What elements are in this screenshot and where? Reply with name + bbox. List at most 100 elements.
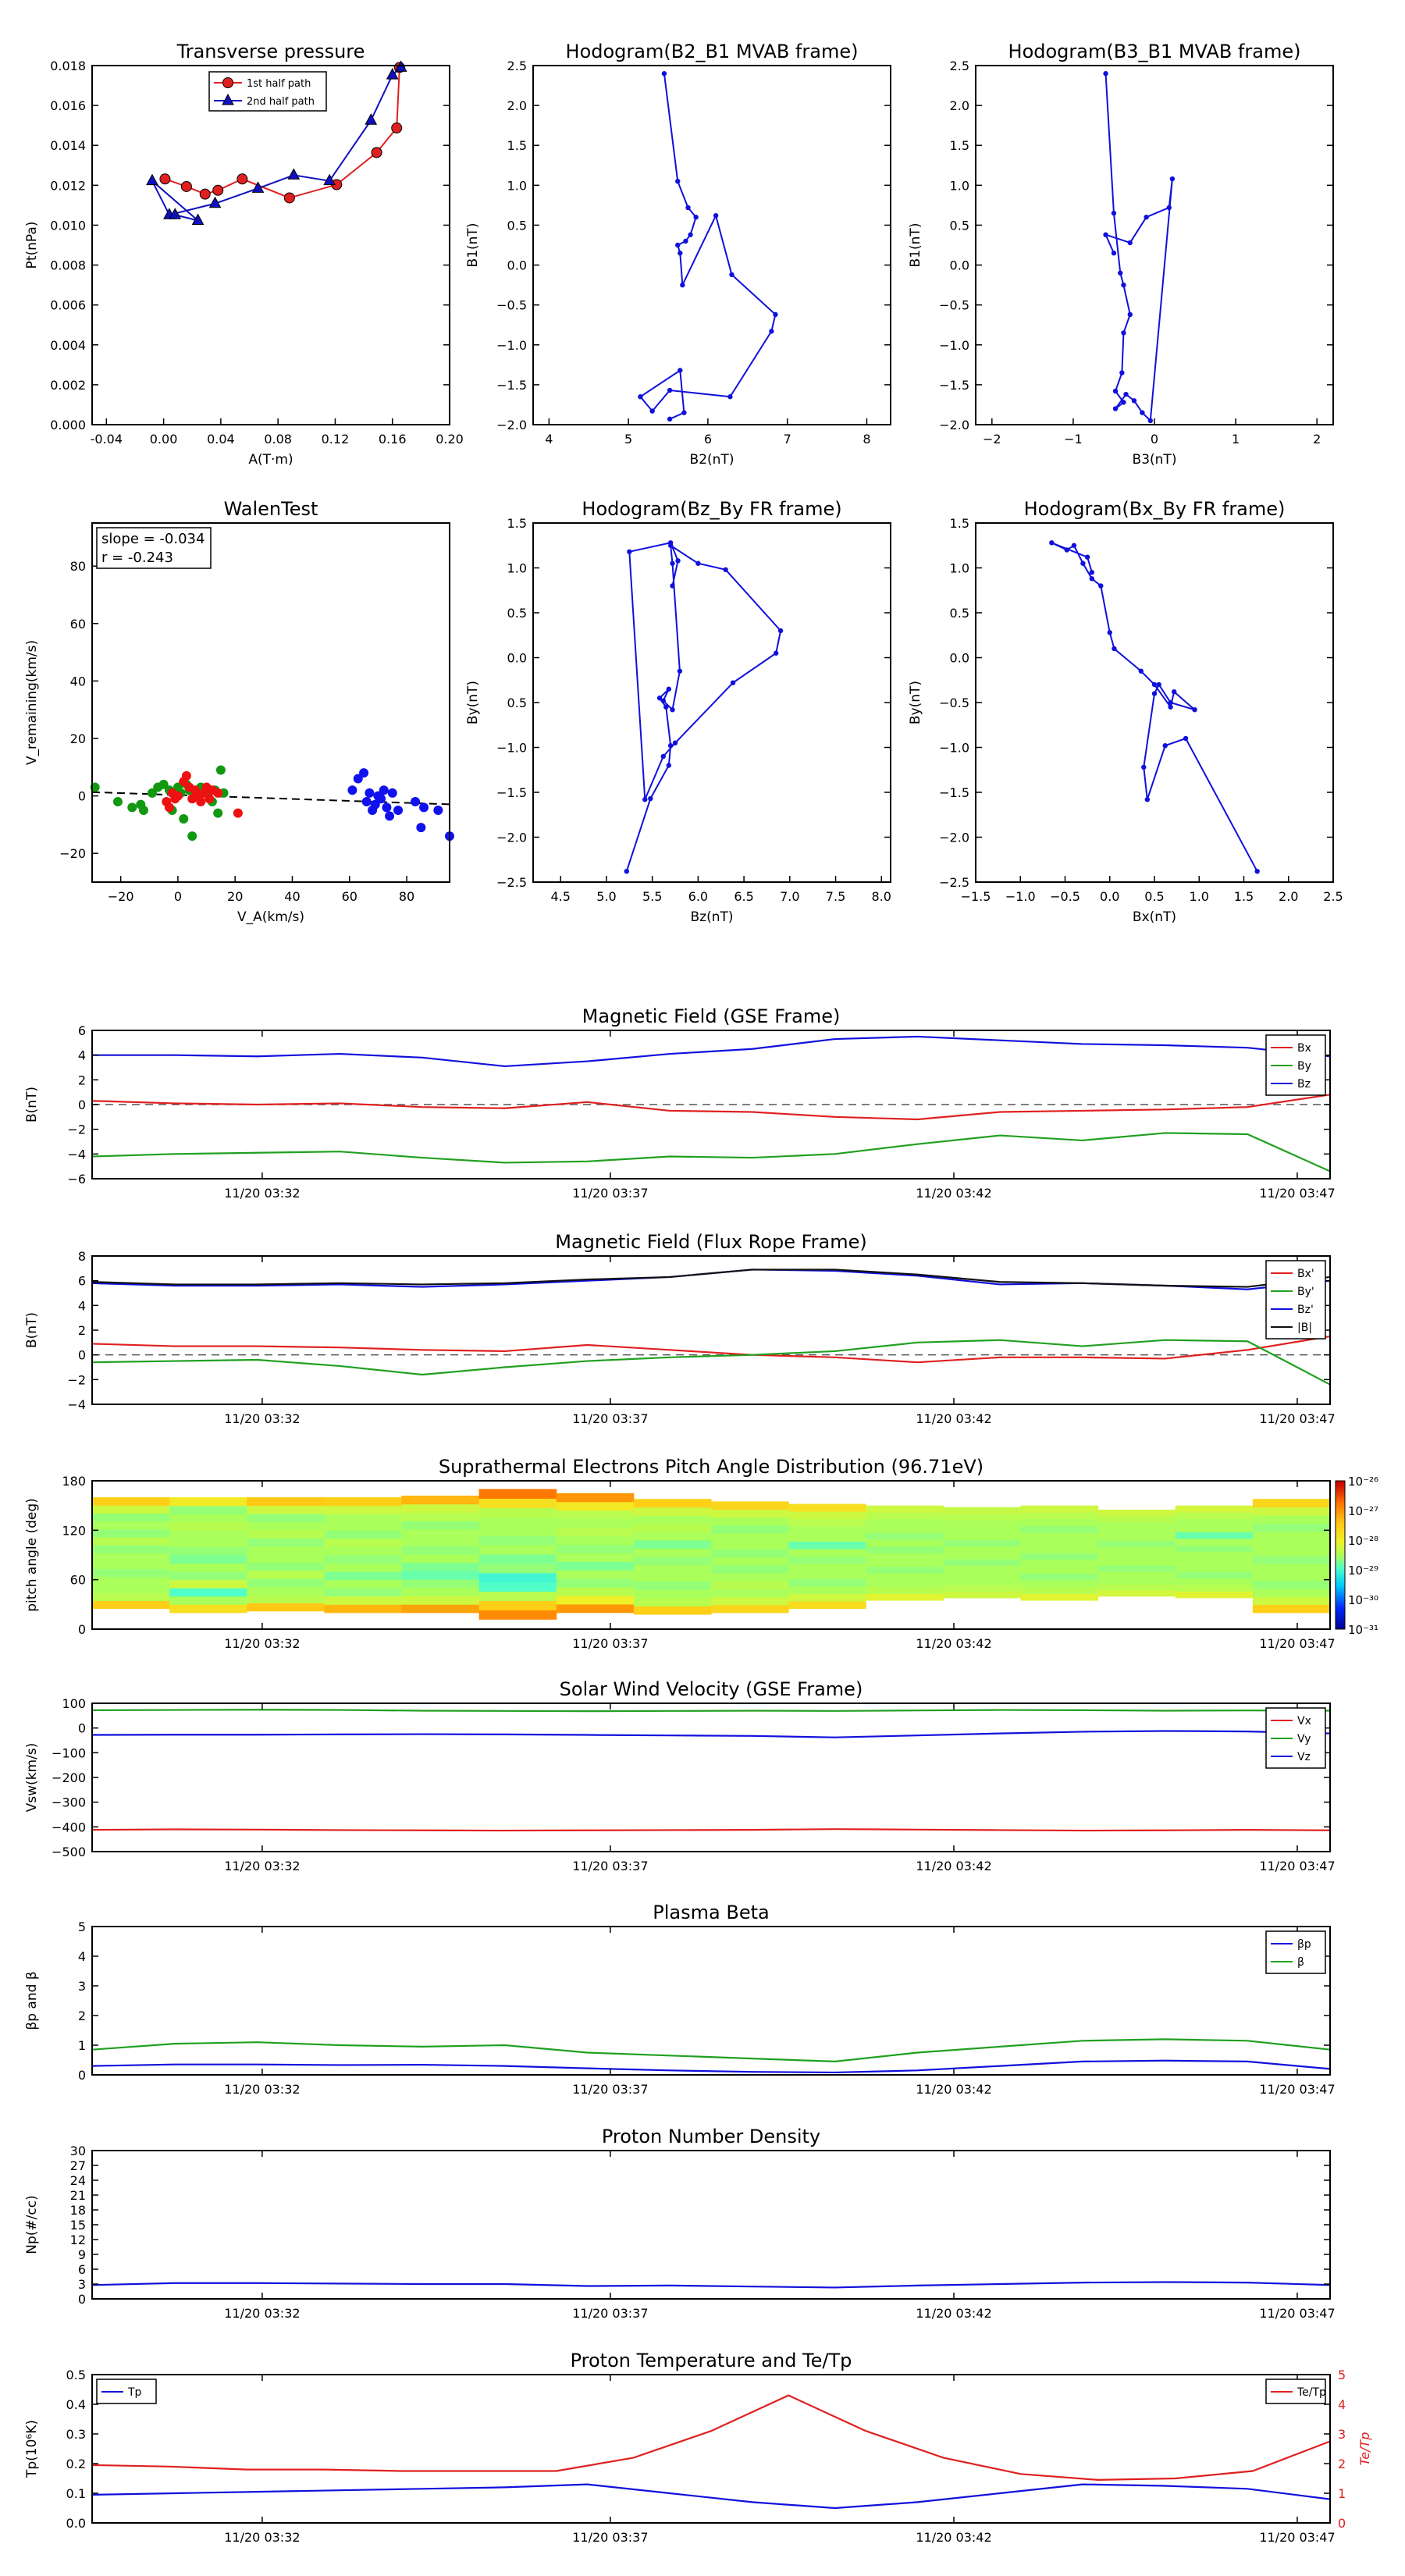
y-tick-label: 0.5 — [950, 218, 969, 233]
heatmap-cell — [1252, 1604, 1331, 1614]
x-tick-label: 11/20 03:47 — [1259, 1636, 1335, 1651]
colorbar-label: 10⁻²⁹ — [1348, 1564, 1378, 1578]
plot-frame — [91, 1480, 1331, 1630]
heatmap-cell — [556, 1493, 635, 1503]
y-tick-label: −2.0 — [939, 418, 969, 432]
scatter-point — [158, 779, 169, 789]
y-tick-label: 1.0 — [507, 561, 527, 576]
chart-title: Plasma Beta — [653, 1902, 769, 1923]
legend-label: β — [1297, 1956, 1304, 1969]
heatmap-cell — [633, 1523, 712, 1532]
data-point — [391, 122, 403, 133]
y-tick-label: −0.5 — [496, 298, 527, 313]
x-tick-label: 0.04 — [207, 432, 235, 447]
x-tick-label: 11/20 03:32 — [224, 1186, 300, 1201]
y-tick-label: −1.5 — [496, 785, 527, 800]
data-point — [1080, 560, 1086, 566]
series-line — [91, 2483, 1331, 2510]
data-point — [287, 168, 301, 180]
legend-marker — [222, 77, 233, 88]
heatmap-cell — [1020, 1525, 1099, 1533]
colorbar-label: 10⁻²⁶ — [1348, 1475, 1378, 1489]
data-point — [1071, 543, 1077, 548]
heatmap-cell — [169, 1588, 247, 1597]
heatmap-cell — [711, 1557, 789, 1566]
y-tick-label: 0.5 — [950, 606, 969, 621]
heatmap-cell — [866, 1525, 944, 1533]
heatmap-cell — [866, 1560, 944, 1567]
colorbar-segment — [1336, 1545, 1345, 1548]
plot-frame — [91, 2150, 1331, 2300]
x-tick-label: 0.20 — [436, 432, 464, 447]
data-point — [1111, 210, 1117, 216]
colorbar-segment — [1336, 1557, 1345, 1560]
heatmap-cell — [943, 1559, 1021, 1566]
heatmap-cell — [788, 1564, 866, 1572]
heatmap-cell — [247, 1505, 325, 1514]
x-tick-label: 11/20 03:42 — [916, 1859, 991, 1873]
y-tick-label: −1.0 — [939, 741, 969, 756]
x-tick-label: 5 — [624, 432, 632, 447]
y-tick-label: 0 — [78, 1622, 86, 1637]
data-point — [773, 311, 778, 318]
y-tick-label: 0.4 — [66, 2397, 86, 2412]
heatmap-cell — [1175, 1532, 1254, 1539]
heatmap-cell — [1097, 1528, 1176, 1535]
chart-h1: Hodogram(B2_B1 MVAB frame) B2(nT) B1(nT) −2… — [465, 41, 891, 468]
x-tick-label: 11/20 03:37 — [572, 1859, 648, 1873]
x-tick-label: 11/20 03:42 — [916, 1411, 991, 1426]
y-tick-label: 0.016 — [50, 98, 86, 113]
data-point — [648, 795, 653, 802]
data-point — [1089, 576, 1095, 582]
scatter-point — [416, 823, 426, 833]
heatmap-cell — [633, 1499, 712, 1508]
x-tick-label: 11/20 03:47 — [1259, 2530, 1335, 2545]
data-point — [675, 242, 681, 248]
data-point — [695, 560, 701, 566]
x-tick-label: 11/20 03:37 — [572, 2082, 648, 2097]
data-point — [688, 232, 693, 237]
heatmap-cell — [1020, 1512, 1099, 1520]
heatmap-cell — [1252, 1556, 1331, 1564]
colorbar-label: 10⁻³⁰ — [1348, 1593, 1378, 1607]
series-line — [91, 1730, 1331, 1738]
heatmap-cell — [711, 1509, 789, 1518]
colorbar-segment — [1336, 1525, 1345, 1528]
x-tick-label: 11/20 03:42 — [916, 1186, 991, 1201]
legend-label: Bx' — [1297, 1268, 1314, 1280]
data-point — [1103, 232, 1108, 237]
colorbar-segment — [1336, 1594, 1345, 1598]
heatmap-cell — [1175, 1571, 1254, 1579]
data-point — [680, 282, 685, 288]
colorbar-segment — [1336, 1585, 1345, 1588]
scatter-point — [164, 802, 174, 813]
x-tick-label: 5.0 — [596, 889, 616, 904]
heatmap-cell — [943, 1520, 1021, 1528]
heatmap-cell — [247, 1586, 325, 1596]
heatmap-cell — [478, 1582, 557, 1592]
heatmap-cell — [866, 1532, 944, 1540]
data-point — [675, 558, 681, 564]
heatmap-cell — [247, 1513, 325, 1522]
scatter-point — [359, 768, 369, 778]
heatmap-cell — [1252, 1515, 1331, 1524]
y-tick-label: 0 — [78, 1348, 86, 1363]
y-tick-label: 24 — [70, 2173, 86, 2188]
x-tick-label: 0 — [1151, 432, 1158, 447]
y-tick-label: 9 — [78, 2247, 86, 2262]
colorbar-segment — [1336, 1507, 1345, 1511]
colorbar-segment — [1336, 1577, 1345, 1581]
y-tick-label: 0 — [78, 2292, 86, 2307]
x-tick-label: 7.5 — [826, 889, 845, 904]
heatmap-cell — [788, 1503, 866, 1512]
y-tick-label: −1.5 — [939, 785, 969, 800]
y-tick-label: −4 — [67, 1397, 86, 1412]
heatmap-cell — [711, 1541, 789, 1550]
heatmap-cell — [633, 1515, 712, 1525]
heatmap-cell — [711, 1501, 789, 1510]
heatmap-cell — [1252, 1547, 1331, 1557]
heatmap-cell — [556, 1501, 635, 1511]
data-point — [1089, 570, 1095, 575]
data-point — [656, 696, 663, 701]
x-tick-label: 1.0 — [1190, 889, 1209, 904]
